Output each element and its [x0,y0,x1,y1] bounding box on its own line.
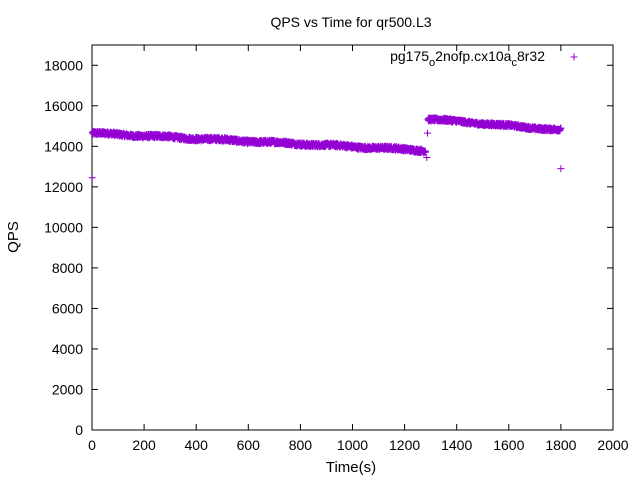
x-tick-label: 1000 [337,437,368,453]
data-point [421,148,429,156]
chart-title: QPS vs Time for qr500.L3 [270,14,431,30]
data-point [424,129,432,137]
y-tick-label: 8000 [52,260,83,276]
x-tick-label: 0 [88,437,96,453]
data-point [557,165,565,173]
plot-area [91,44,614,431]
legend: pg175o2nofp.cx10ac8r32 [390,48,578,69]
data-point [423,153,431,161]
y-tick-label: 14000 [44,138,83,154]
x-tick-label: 1200 [389,437,420,453]
y-tick-label: 4000 [52,341,83,357]
x-tick-label: 1600 [493,437,524,453]
y-tick-label: 0 [75,422,83,438]
series-points [88,114,565,182]
x-tick-label: 800 [289,437,313,453]
y-tick-label: 2000 [52,381,83,397]
x-tick-label: 1400 [441,437,472,453]
x-tick-label: 1800 [545,437,576,453]
x-tick-label: 200 [132,437,156,453]
y-tick-label: 18000 [44,57,83,73]
data-point [557,124,565,132]
x-axis: 0 200 400 600 800 1000 1200 1400 1600 1800 2000 [88,45,629,453]
legend-marker [570,53,578,61]
y-tick-label: 12000 [44,179,83,195]
y-tick-label: 10000 [44,219,83,235]
x-tick-label: 600 [237,437,261,453]
y-axis: 0 2000 4000 6000 8000 10000 12000 14000 16000 180… [44,57,613,438]
legend-marker-symbol [570,53,578,61]
y-tick-label: 16000 [44,98,83,114]
x-tick-label: 2000 [597,437,628,453]
x-tick-label: 400 [185,437,209,453]
data-point [88,174,96,182]
y-tick-label: 6000 [52,300,83,316]
y-axis-label: QPS [5,221,22,253]
plot-border [91,44,614,431]
x-axis-label: Time(s) [326,459,376,476]
legend-label: pg175o2nofp.cx10ac8r32 [390,48,545,69]
